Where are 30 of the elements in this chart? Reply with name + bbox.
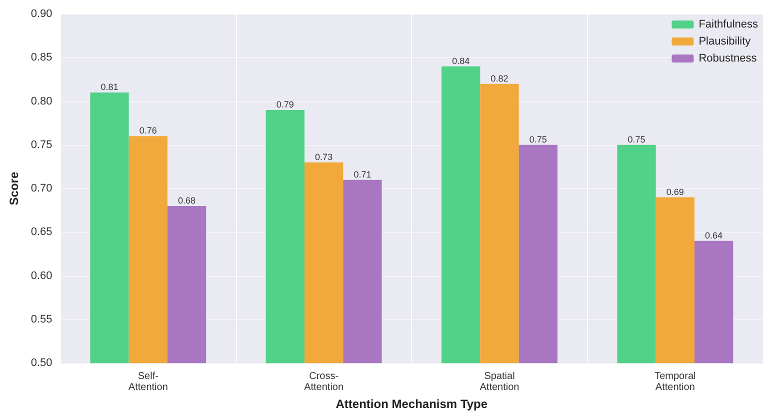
x-tick-label: Temporal Attention (654, 371, 696, 394)
text: 0.50 (30, 357, 52, 370)
text: 0.85 (30, 52, 52, 64)
text: 0.60 (30, 270, 52, 282)
data-label: 0.75 (529, 134, 547, 144)
text: 0.80 (30, 95, 52, 108)
data-label: 0.82 (490, 73, 508, 84)
data-label: 0.64 (705, 230, 723, 240)
legend-label: Faithfulness (698, 18, 758, 30)
data-label: 0.79 (276, 100, 294, 110)
legend-label: Robustness (698, 52, 758, 64)
data-label: 0.69 (666, 186, 684, 197)
text: 0.55 (30, 313, 52, 326)
x-tick-label: Self- Attention (128, 371, 168, 394)
text: 0.70 (30, 182, 52, 195)
data-label: 0.76 (139, 126, 157, 136)
data-label: 0.84 (452, 56, 470, 66)
x-tick-label: Cross- Attention (304, 371, 344, 394)
text: 0.90 (30, 8, 52, 20)
x-axis-title: Attention Mechanism Type (336, 397, 488, 411)
x-tick-label: Spatial Attention (480, 371, 520, 394)
data-label: 0.73 (315, 152, 333, 162)
y-axis-title: Score (7, 172, 21, 206)
data-label: 0.68 (178, 196, 196, 206)
data-label: 0.71 (354, 169, 372, 180)
legend-label: Plausibility (698, 36, 752, 48)
data-label: 0.75 (628, 134, 646, 144)
data-label: 0.81 (100, 82, 118, 92)
text: 0.75 (30, 138, 52, 151)
text: 0.65 (30, 226, 52, 238)
